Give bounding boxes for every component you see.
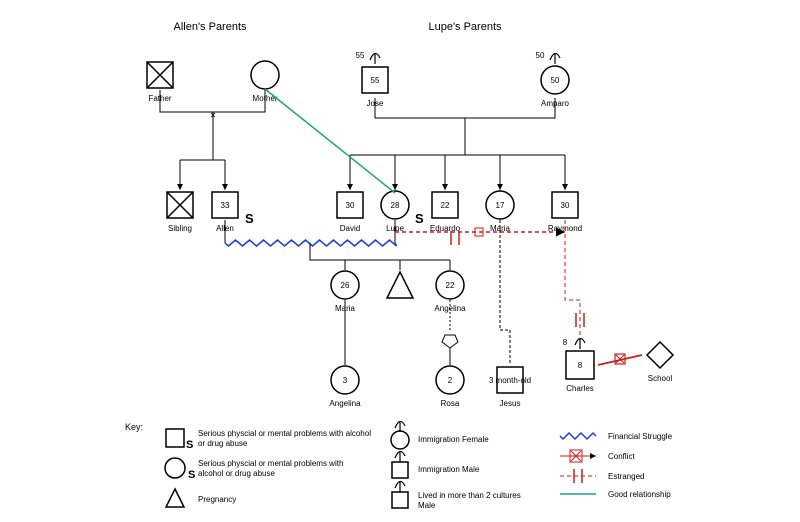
node-label-school: School [648, 374, 673, 383]
svg-text:30: 30 [561, 201, 570, 210]
svg-text:or drug abuse: or drug abuse [198, 439, 248, 448]
header-lupe: Lupe's Parents [428, 21, 502, 33]
svg-text:50: 50 [536, 51, 545, 60]
genogram-diagram: Allen's ParentsLupe's Parents✕FatherMoth… [0, 0, 800, 522]
svg-text:S: S [245, 211, 254, 226]
node-label-charles: Charles [566, 384, 594, 393]
node-label-jose: Jose [367, 99, 384, 108]
svg-text:S: S [186, 439, 193, 451]
svg-text:28: 28 [391, 201, 400, 210]
svg-text:55: 55 [356, 51, 365, 60]
header-allen: Allen's Parents [173, 21, 247, 33]
svg-text:Pregnancy: Pregnancy [198, 495, 236, 504]
svg-text:22: 22 [441, 201, 450, 210]
svg-text:Estranged: Estranged [608, 472, 644, 481]
svg-text:Male: Male [418, 501, 436, 510]
svg-text:S: S [188, 469, 195, 481]
key-title: Key: [125, 422, 143, 432]
svg-text:3 month-old: 3 month-old [489, 376, 531, 385]
svg-text:3: 3 [343, 376, 348, 385]
svg-text:S: S [415, 211, 424, 226]
svg-text:Immigration Male: Immigration Male [418, 465, 480, 474]
svg-text:Immigration Female: Immigration Female [418, 435, 489, 444]
svg-text:26: 26 [341, 281, 350, 290]
svg-text:2: 2 [448, 376, 453, 385]
svg-text:alcohol or drug abuse: alcohol or drug abuse [198, 469, 275, 478]
svg-text:Serious physcial or mental pro: Serious physcial or mental problems with [198, 459, 343, 468]
svg-text:Lived in more than 2 cultures: Lived in more than 2 cultures [418, 491, 521, 500]
svg-text:30: 30 [346, 201, 355, 210]
svg-text:8: 8 [578, 361, 583, 370]
svg-text:Good relationship: Good relationship [608, 490, 671, 499]
svg-text:55: 55 [371, 76, 380, 85]
node-label-david: David [340, 224, 360, 233]
svg-text:Financial Struggle: Financial Struggle [608, 432, 673, 441]
node-label-amparo: Amparo [541, 99, 570, 108]
svg-text:8: 8 [563, 338, 568, 347]
node-label-rosa: Rosa [441, 399, 460, 408]
svg-text:Serious physcial or mental pro: Serious physcial or mental problems with… [198, 429, 371, 438]
svg-text:17: 17 [496, 201, 505, 210]
node-label-angelina2: Angelina [329, 399, 361, 408]
node-label-jesus: Jesus [500, 399, 521, 408]
svg-text:50: 50 [551, 76, 560, 85]
node-label-sibling: Sibling [168, 224, 192, 233]
svg-text:Conflict: Conflict [608, 452, 635, 461]
svg-text:22: 22 [446, 281, 455, 290]
node-label-father: Father [148, 94, 171, 103]
svg-text:33: 33 [221, 201, 230, 210]
